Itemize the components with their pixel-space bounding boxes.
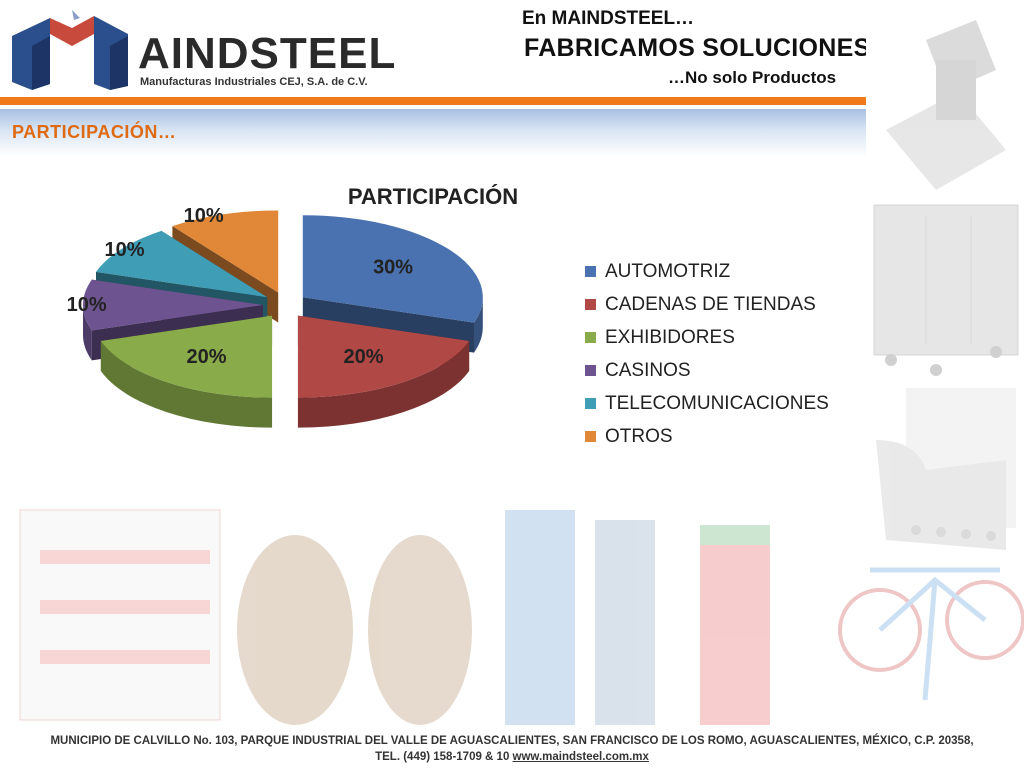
bracket-product-image [886, 20, 1006, 190]
logo-subtitle: Manufacturas Industriales CEJ, S.A. de C… [140, 76, 368, 88]
bicycle-display-image [838, 567, 1024, 701]
footer-contact: TEL. (449) 158-1709 & 10 www.maindsteel.… [0, 749, 1024, 765]
legend-swatch-cadenas-de-tiendas [585, 299, 596, 310]
m-logo-icon [12, 10, 128, 90]
legend-swatch-casinos [585, 365, 596, 376]
website-link[interactable]: www.maindsteel.com.mx [512, 751, 649, 763]
shelf-display-image [19, 509, 221, 721]
legend-label-telecomunicaciones: TELECOMUNICACIONES [605, 393, 829, 414]
data-label-exhibidores: 20% [186, 346, 226, 368]
footer-address: MUNICIPIO DE CALVILLO No. 103, PARQUE IN… [50, 735, 974, 747]
slogan-line-1: En MAINDSTEEL… [522, 8, 695, 29]
chart-legend: AUTOMOTRIZ CADENAS DE TIENDAS EXHIBIDORES C… [585, 261, 829, 447]
footer-phone: TEL. (449) 158-1709 & 10 [375, 751, 513, 763]
rack-display-image [505, 510, 655, 725]
legend-swatch-telecomunicaciones [585, 398, 596, 409]
legend-label-automotriz: AUTOMOTRIZ [605, 261, 731, 282]
section-band [0, 109, 866, 157]
legend-label-otros: OTROS [605, 426, 673, 447]
section-title: PARTICIPACIÓN… [12, 122, 177, 142]
data-label-automotriz: 30% [373, 256, 413, 278]
cart-product-image [873, 204, 1019, 376]
panel-product-image [876, 388, 1016, 550]
legend-label-cadenas-de-tiendas: CADENAS DE TIENDAS [605, 294, 816, 315]
legend-swatch-otros [585, 431, 596, 442]
data-label-otros: 10% [184, 205, 224, 227]
data-label-casinos: 10% [67, 294, 107, 316]
data-label-telecomunicaciones: 10% [104, 239, 144, 261]
pie-group: 30% 20% 20% 10% 10% 10% [67, 205, 483, 428]
legend-label-exhibidores: EXHIBIDORES [605, 327, 735, 348]
product-photos-column [866, 0, 1024, 560]
legend-label-casinos: CASINOS [605, 360, 691, 381]
company-logo: AINDSTEEL Manufacturas Industriales CEJ,… [10, 6, 395, 92]
product-photos-strip [19, 509, 1024, 725]
soda-display-image [700, 525, 770, 725]
accent-bar [0, 97, 868, 105]
chart-title: PARTICIPACIÓN [348, 184, 518, 209]
slogan-line-2: FABRICAMOS SOLUCIONES [524, 34, 871, 62]
pie-slice-exhibidores [100, 315, 273, 428]
data-label-cadenas-de-tiendas: 20% [344, 346, 384, 368]
logo-wordmark: AINDSTEEL [138, 29, 397, 78]
participation-pie-chart: PARTICIPACIÓN 30% 20% 20% 10% 10% 10% AUTOMOT… [67, 184, 829, 447]
legend-swatch-automotriz [585, 266, 596, 277]
slogan-line-3: …No solo Productos [668, 68, 837, 87]
legend-swatch-exhibidores [585, 332, 596, 343]
pie-slice-cadenas-de-tiendas [297, 315, 470, 428]
barrel-display-image [237, 535, 472, 725]
footer: MUNICIPIO DE CALVILLO No. 103, PARQUE IN… [0, 733, 1024, 768]
